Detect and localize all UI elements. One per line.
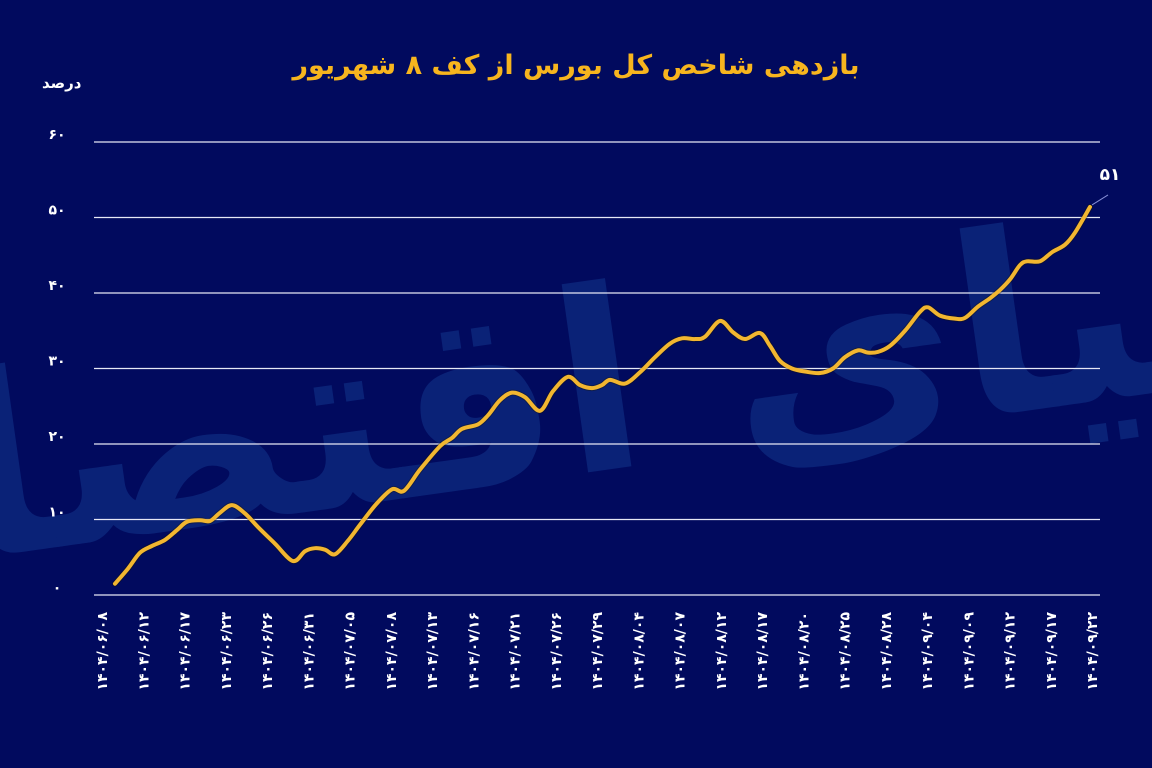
x-tick-label: ۱۴۰۴/۰۶/۱۲ xyxy=(136,612,152,691)
x-tick-label: ۱۴۰۴/۰۹/۰۴ xyxy=(920,612,936,691)
x-tick-label: ۱۴۰۴/۰۸/۲۰ xyxy=(796,612,812,691)
x-tick-label: ۱۴۰۴/۰۶/۳۱ xyxy=(301,612,317,691)
x-tick-label: ۱۴۰۴/۰۶/۲۶ xyxy=(260,612,276,691)
x-tick-label: ۱۴۰۴/۰۷/۱۶ xyxy=(466,612,482,691)
y-tick-label: ۰ xyxy=(53,580,62,596)
x-tick-label: ۱۴۰۴/۰۷/۱۳ xyxy=(425,612,441,691)
x-tick-label: ۱۴۰۴/۰۶/۱۷ xyxy=(178,612,194,691)
chart-title: بازدهی شاخص کل بورس از کف ۸ شهریور xyxy=(292,50,860,81)
x-tick-label: ۱۴۰۴/۰۹/۱۲ xyxy=(1003,612,1019,691)
x-tick-label: ۱۴۰۴/۰۹/۱۷ xyxy=(1044,612,1060,691)
x-tick-label: ۱۴۰۴/۰۶/۰۸ xyxy=(95,612,111,691)
x-tick-label: ۱۴۰۴/۰۷/۰۸ xyxy=(384,612,400,691)
x-tick-label: ۱۴۰۴/۰۷/۲۹ xyxy=(590,612,606,691)
y-tick-label: ۴۰ xyxy=(48,278,65,294)
x-tick-label: ۱۴۰۴/۰۸/۱۷ xyxy=(755,612,771,691)
x-tick-label: ۱۴۰۴/۰۸/۰۷ xyxy=(673,612,689,691)
y-tick-label: ۵۰ xyxy=(48,203,65,219)
y-tick-label: ۶۰ xyxy=(48,127,65,143)
y-tick-label: ۲۰ xyxy=(48,429,65,445)
y-tick-label: ۳۰ xyxy=(48,354,65,370)
x-tick-label: ۱۴۰۴/۰۸/۲۸ xyxy=(879,612,895,691)
x-tick-label: ۱۴۰۴/۰۷/۲۶ xyxy=(549,612,565,691)
x-tick-label: ۱۴۰۴/۰۷/۰۵ xyxy=(343,612,359,691)
x-tick-label: ۱۴۰۴/۰۸/۰۴ xyxy=(631,612,647,691)
x-tick-label: ۱۴۰۴/۰۸/۱۲ xyxy=(714,612,730,691)
annotation-leader xyxy=(1091,194,1109,206)
x-tick-label: ۱۴۰۴/۰۷/۲۱ xyxy=(508,612,524,691)
y-tick-label: ۱۰ xyxy=(48,505,65,521)
series-line xyxy=(113,204,1092,586)
x-tick-label: ۱۴۰۴/۰۸/۲۵ xyxy=(838,612,854,691)
x-tick-label: ۱۴۰۴/۰۶/۲۳ xyxy=(219,612,235,691)
x-tick-label: ۱۴۰۴/۰۹/۲۲ xyxy=(1085,612,1101,691)
y-axis-unit-label: درصد xyxy=(42,74,82,92)
x-tick-label: ۱۴۰۴/۰۹/۰۹ xyxy=(961,612,977,691)
end-value-label: ۵۱ xyxy=(1100,165,1121,185)
